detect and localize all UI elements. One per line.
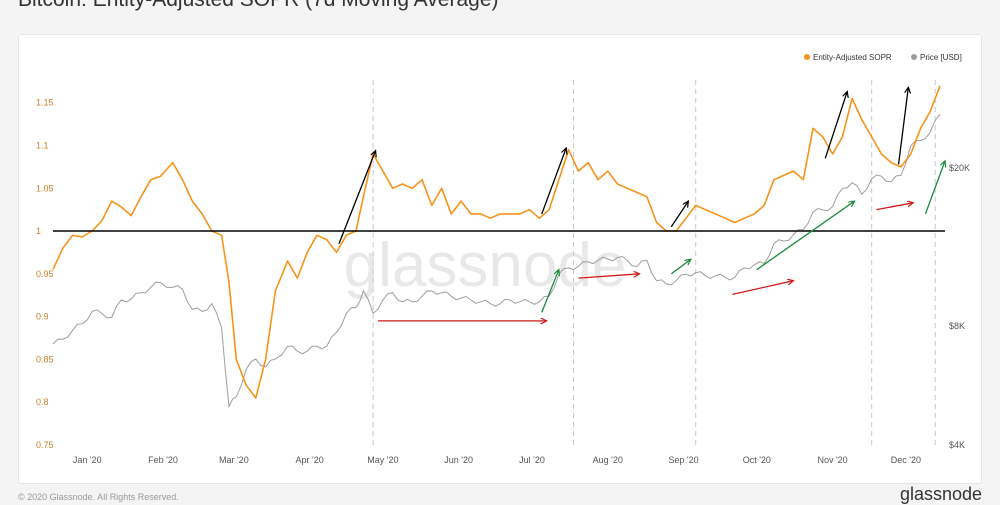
- left-tick-label: 1.15: [36, 98, 54, 108]
- x-tick-label: Dec '20: [891, 455, 921, 465]
- legend-marker-price: [911, 54, 917, 60]
- x-axis-ticks: Jan '20 Feb '20 Mar '20 Apr '20 May '20 Jun '…: [73, 455, 921, 465]
- black-arrow: [541, 148, 566, 215]
- left-axis-ticks: 0.75 0.8 0.85 0.9 0.95 1 1.05 1.1 1.15: [36, 98, 54, 450]
- page-title: Bitcoin: Entity-Adjusted SOPR (7d Moving…: [18, 0, 499, 12]
- red-arrow: [578, 274, 639, 279]
- black-arrow: [670, 201, 688, 228]
- left-tick-label: 0.85: [36, 354, 54, 364]
- right-axis-ticks: $4K $8K $20K: [949, 163, 970, 450]
- right-tick-label: $20K: [949, 163, 970, 173]
- green-arrow: [924, 161, 945, 215]
- x-tick-label: Nov '20: [817, 455, 847, 465]
- black-arrow: [338, 151, 376, 245]
- right-tick-label: $4K: [949, 440, 965, 450]
- x-tick-label: Apr '20: [295, 455, 323, 465]
- red-arrow: [876, 203, 914, 211]
- vertical-marker-lines: [372, 80, 936, 448]
- x-tick-label: Mar '20: [219, 455, 249, 465]
- right-tick-label: $8K: [949, 321, 965, 331]
- price-series-line: [52, 113, 941, 409]
- black-arrow: [897, 87, 909, 165]
- left-tick-label: 0.75: [36, 440, 54, 450]
- left-tick-label: 0.95: [36, 269, 54, 279]
- left-tick-label: 0.8: [36, 397, 49, 407]
- x-tick-label: Feb '20: [148, 455, 178, 465]
- x-tick-label: Jan '20: [73, 455, 102, 465]
- watermark: glassnode: [344, 231, 627, 300]
- black-arrow: [824, 92, 847, 159]
- sopr-series-line: [52, 85, 941, 399]
- footer-copyright: © 2020 Glassnode. All Rights Reserved.: [18, 492, 179, 502]
- legend-marker-sopr: [804, 54, 810, 60]
- legend-label-price: Price [USD]: [920, 53, 962, 62]
- left-tick-label: 1.1: [36, 140, 49, 150]
- green-arrow: [541, 270, 559, 313]
- legend: Entity-Adjusted SOPR Price [USD]: [804, 53, 962, 62]
- legend-label-sopr: Entity-Adjusted SOPR: [813, 53, 892, 62]
- annotation-arrows: [338, 87, 945, 321]
- left-tick-label: 0.9: [36, 312, 49, 322]
- left-tick-label: 1: [36, 226, 41, 236]
- chart-card: [18, 34, 982, 484]
- x-tick-label: Jul '20: [519, 455, 545, 465]
- x-tick-label: Jun '20: [444, 455, 473, 465]
- red-arrow: [732, 281, 793, 296]
- green-arrow: [756, 201, 855, 271]
- left-tick-label: 1.05: [36, 183, 54, 193]
- footer-brand: glassnode: [900, 484, 983, 504]
- x-tick-label: May '20: [367, 455, 398, 465]
- x-tick-label: Oct '20: [743, 455, 771, 465]
- x-tick-label: Aug '20: [593, 455, 623, 465]
- x-tick-label: Sep '20: [668, 455, 698, 465]
- green-arrow: [670, 259, 691, 275]
